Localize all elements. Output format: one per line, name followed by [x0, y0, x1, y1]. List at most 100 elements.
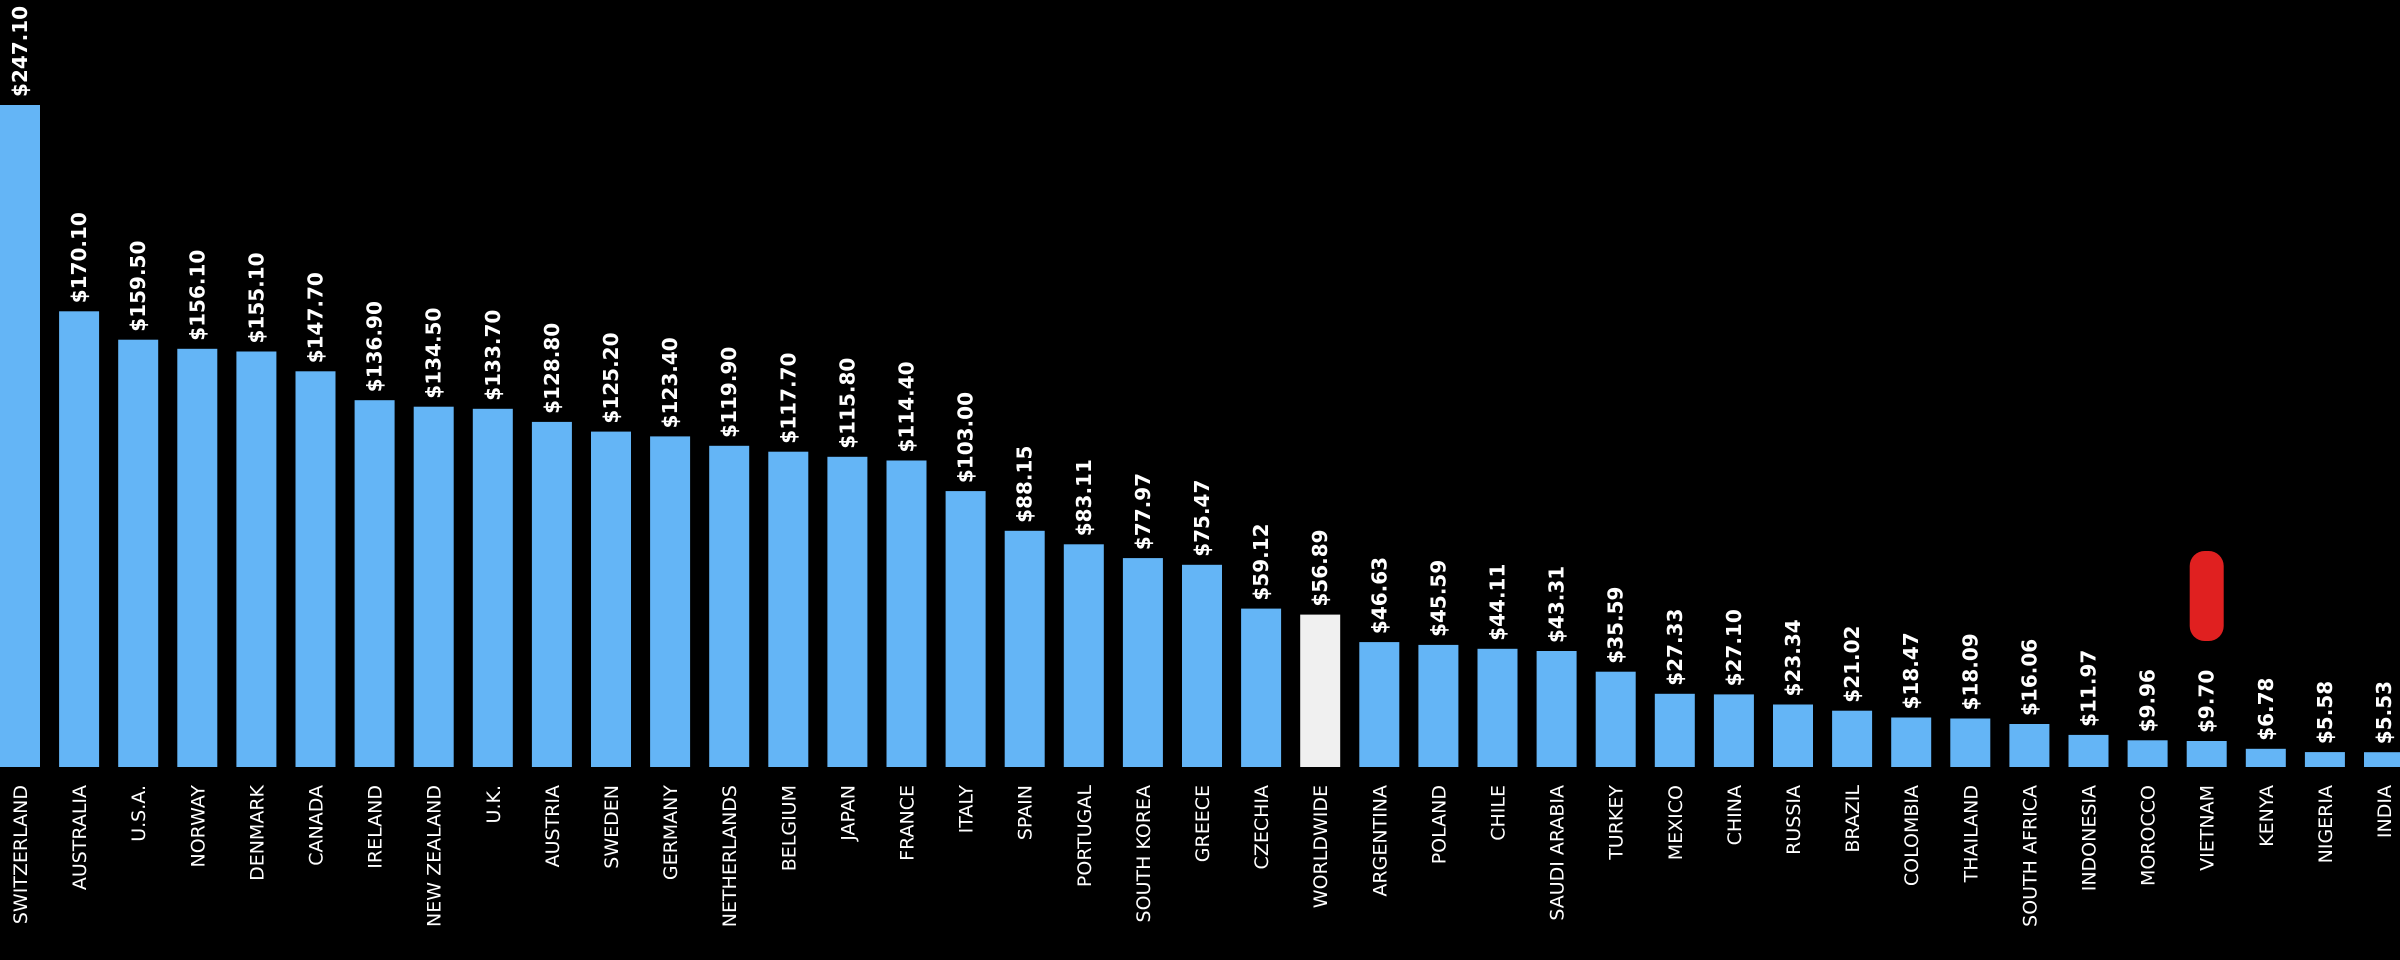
- bar-south-korea: [1122, 558, 1163, 767]
- category-label-kenya: KENYA: [2256, 785, 2278, 847]
- value-label-turkey: $35.59: [1604, 587, 1628, 664]
- value-label-greece: $75.47: [1190, 480, 1214, 557]
- category-label-japan: JAPAN: [837, 785, 859, 842]
- value-label-thailand: $18.09: [1958, 633, 1982, 710]
- category-label-poland: POLAND: [1428, 785, 1450, 864]
- category-label-u-k: U.K.: [483, 785, 505, 823]
- value-label-indonesia: $11.97: [2077, 650, 2101, 727]
- bar-czechia: [1241, 608, 1282, 767]
- value-label-sweden: $125.20: [599, 333, 623, 424]
- category-label-canada: CANADA: [306, 785, 328, 866]
- value-label-china: $27.10: [1722, 609, 1746, 686]
- bar-russia: [1773, 704, 1813, 767]
- value-label-austria: $128.80: [540, 323, 564, 414]
- category-label-germany: GERMANY: [660, 785, 682, 881]
- category-label-china: CHINA: [1724, 785, 1746, 845]
- value-label-denmark: $155.10: [244, 252, 268, 343]
- category-label-sweden: SWEDEN: [601, 785, 623, 869]
- category-label-argentina: ARGENTINA: [1369, 785, 1391, 897]
- category-label-morocco: MOROCCO: [2138, 785, 2160, 886]
- bar-kenya: [2245, 748, 2286, 767]
- bar-nigeria: [2304, 752, 2345, 767]
- value-label-germany: $123.40: [658, 337, 682, 428]
- category-label-new-zealand: NEW ZEALAND: [424, 785, 446, 927]
- category-label-u-s-a: U.S.A.: [128, 785, 150, 842]
- value-label-u-s-a: $159.50: [126, 241, 150, 332]
- bar-argentina: [1359, 642, 1400, 767]
- bar-mexico: [1654, 693, 1695, 767]
- bar-saudi-arabia: [1536, 651, 1577, 767]
- bar-portugal: [1063, 544, 1104, 767]
- value-label-worldwide: $56.89: [1308, 529, 1332, 606]
- bar-ireland: [354, 400, 395, 767]
- category-label-south-korea: SOUTH KOREA: [1133, 785, 1155, 922]
- bar-south-africa: [2009, 724, 2050, 767]
- category-label-worldwide: WORLDWIDE: [1310, 785, 1332, 908]
- value-label-saudi-arabia: $43.31: [1545, 566, 1569, 643]
- value-label-ireland: $136.90: [363, 301, 387, 392]
- value-label-colombia: $18.47: [1899, 632, 1923, 709]
- category-label-ireland: IRELAND: [365, 785, 387, 869]
- category-label-denmark: DENMARK: [246, 784, 268, 880]
- category-label-india: INDIA: [2374, 785, 2396, 838]
- value-label-mexico: $27.33: [1663, 609, 1687, 686]
- category-label-czechia: CZECHIA: [1251, 785, 1273, 869]
- category-label-australia: AUSTRALIA: [69, 785, 91, 890]
- bar-belgium: [768, 451, 809, 767]
- bar-france: [886, 460, 927, 767]
- value-label-switzerland: $247.10: [8, 6, 32, 97]
- value-label-netherlands: $119.90: [717, 347, 741, 438]
- value-label-portugal: $83.11: [1072, 459, 1096, 536]
- category-label-brazil: BRAZIL: [1842, 785, 1864, 853]
- value-label-vietnam: $9.70: [2195, 670, 2219, 733]
- bar-chile: [1477, 648, 1518, 767]
- bar-brazil: [1832, 710, 1873, 767]
- bar-australia: [59, 311, 100, 767]
- value-label-south-africa: $16.06: [2017, 639, 2041, 716]
- bar-denmark: [236, 351, 277, 767]
- bar-colombia: [1891, 717, 1932, 767]
- value-label-u-k: $133.70: [481, 310, 505, 401]
- category-label-south-africa: SOUTH AFRICA: [2019, 785, 2041, 927]
- value-label-india: $5.53: [2372, 681, 2396, 744]
- value-label-poland: $45.59: [1426, 560, 1450, 637]
- value-label-norway: $156.10: [185, 250, 209, 341]
- category-label-indonesia: INDONESIA: [2079, 785, 2101, 891]
- value-label-brazil: $21.02: [1840, 626, 1864, 703]
- bar-india: [2364, 752, 2400, 767]
- bar-sweden: [591, 431, 631, 767]
- category-label-chile: CHILE: [1488, 785, 1510, 841]
- category-label-saudi-arabia: SAUDI ARABIA: [1547, 785, 1569, 921]
- category-label-nigeria: NIGERIA: [2315, 785, 2337, 863]
- value-label-nigeria: $5.58: [2313, 681, 2337, 744]
- bar-switzerland: [0, 105, 40, 767]
- value-label-japan: $115.80: [835, 358, 859, 449]
- value-label-new-zealand: $134.50: [422, 308, 446, 399]
- bar-greece: [1182, 564, 1222, 767]
- bar-netherlands: [709, 445, 750, 767]
- value-label-czechia: $59.12: [1249, 523, 1273, 600]
- value-label-belgium: $117.70: [776, 353, 800, 444]
- bar-morocco: [2127, 740, 2168, 767]
- category-label-portugal: PORTUGAL: [1074, 785, 1096, 887]
- category-label-switzerland: SWITZERLAND: [10, 785, 32, 924]
- bar-vietnam: [2186, 741, 2227, 767]
- value-label-kenya: $6.78: [2254, 678, 2278, 741]
- value-label-chile: $44.11: [1486, 564, 1510, 641]
- value-label-morocco: $9.96: [2136, 669, 2160, 732]
- bar-china: [1713, 694, 1754, 767]
- category-label-mexico: MEXICO: [1665, 785, 1687, 860]
- category-label-italy: ITALY: [956, 785, 978, 834]
- category-label-spain: SPAIN: [1015, 785, 1037, 840]
- bar-worldwide: [1300, 614, 1341, 767]
- bar-u-k: [472, 408, 513, 767]
- bar-u-s-a: [118, 339, 159, 767]
- bar-norway: [177, 348, 218, 767]
- category-label-france: FRANCE: [897, 785, 919, 861]
- category-label-turkey: TURKEY: [1606, 785, 1628, 861]
- bar-austria: [531, 421, 572, 767]
- value-label-canada: $147.70: [304, 272, 328, 363]
- category-label-netherlands: NETHERLANDS: [719, 785, 741, 927]
- bar-turkey: [1595, 671, 1636, 767]
